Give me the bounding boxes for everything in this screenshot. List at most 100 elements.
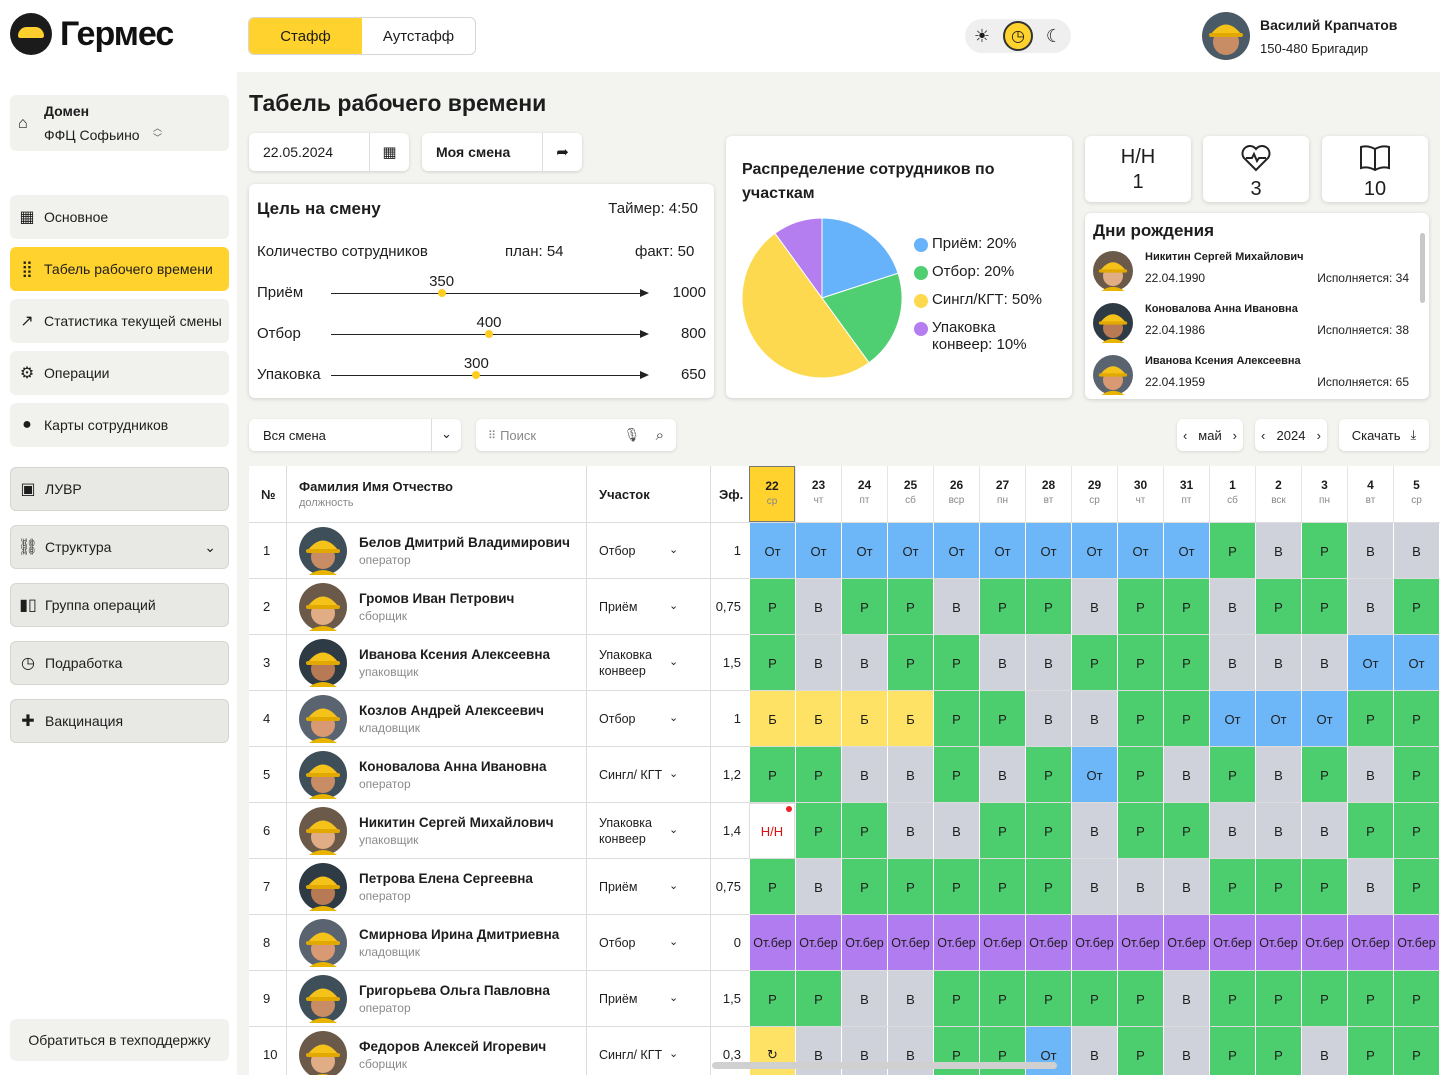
day-cell[interactable]: В <box>1163 747 1209 803</box>
day-cell[interactable]: В <box>795 635 841 691</box>
day-header[interactable]: 27 пн <box>979 466 1025 522</box>
day-cell[interactable]: От <box>887 523 933 579</box>
day-cell[interactable]: Р <box>1209 859 1255 915</box>
day-cell[interactable]: Р <box>841 803 887 859</box>
day-cell[interactable]: В <box>1071 579 1117 635</box>
day-cell[interactable]: Р <box>933 971 979 1027</box>
day-cell[interactable]: В <box>1117 859 1163 915</box>
day-cell[interactable]: Р <box>1255 1027 1301 1075</box>
day-cell[interactable]: Р <box>1393 1027 1439 1075</box>
employee-name[interactable]: Федоров Алексей Игоревич <box>359 1039 547 1054</box>
day-cell[interactable]: Р <box>1117 747 1163 803</box>
day-cell[interactable]: В <box>841 971 887 1027</box>
col-header-name[interactable]: Фамилия Имя Отчество должность <box>299 479 453 509</box>
day-cell[interactable]: В <box>1209 803 1255 859</box>
sidebar-item-luvr[interactable]: ▣ ЛУВР <box>10 467 229 511</box>
day-header[interactable]: 24 пт <box>841 466 887 522</box>
day-cell[interactable]: Р <box>1301 747 1347 803</box>
day-cell[interactable]: Р <box>1255 971 1301 1027</box>
day-cell[interactable]: От.бер <box>887 915 933 971</box>
area-select[interactable]: Отбор <box>599 712 636 726</box>
day-cell[interactable]: От.бер <box>1393 915 1439 971</box>
day-cell[interactable]: Р <box>887 579 933 635</box>
sidebar-item-operation-group[interactable]: ▮▯ Группа операций <box>10 583 229 627</box>
day-cell[interactable]: От <box>1163 523 1209 579</box>
day-cell[interactable]: Р <box>933 859 979 915</box>
table-row[interactable]: 9 Григорьева Ольга Павловна оператор Приём ⌄… <box>249 970 1440 1027</box>
day-cell[interactable]: От.бер <box>749 915 795 971</box>
day-cell[interactable]: Р <box>1393 747 1439 803</box>
day-cell[interactable]: Р <box>1393 971 1439 1027</box>
day-cell[interactable]: Р <box>841 859 887 915</box>
day-cell[interactable]: От.бер <box>1117 915 1163 971</box>
day-cell[interactable]: Р <box>1117 635 1163 691</box>
mic-icon[interactable]: 🎙 <box>623 427 640 442</box>
day-cell[interactable]: Р <box>1117 803 1163 859</box>
logo[interactable]: Гермес <box>10 13 174 55</box>
col-header-efficiency[interactable]: Эф. <box>719 486 744 502</box>
day-cell[interactable]: Р <box>1025 971 1071 1027</box>
table-row[interactable]: 6 Никитин Сергей Михайлович упаковщик Упако… <box>249 802 1440 859</box>
day-cell[interactable]: Б <box>795 691 841 747</box>
day-cell[interactable]: От <box>1071 747 1117 803</box>
day-header[interactable]: 26 вср <box>933 466 979 522</box>
birthday-item[interactable]: Коновалова Анна Ивановна 22.04.1986 Исполн… <box>1093 301 1413 345</box>
download-button[interactable]: Скачать ⤓ <box>1339 419 1429 451</box>
employee-name[interactable]: Козлов Андрей Алексеевич <box>359 703 545 718</box>
day-cell[interactable]: Р <box>1163 803 1209 859</box>
employee-name[interactable]: Белов Дмитрий Владимирович <box>359 535 570 550</box>
day-header[interactable]: 29 ср <box>1071 466 1117 522</box>
day-cell[interactable]: От <box>933 523 979 579</box>
day-cell[interactable]: Р <box>1393 579 1439 635</box>
table-row[interactable]: 2 Громов Иван Петрович сборщик Приём ⌄ 0,75 Р В… <box>249 578 1440 635</box>
day-cell[interactable]: В <box>1025 691 1071 747</box>
day-cell[interactable]: Р <box>749 635 795 691</box>
chevron-down-icon[interactable]: ⌄ <box>669 936 679 948</box>
my-shift-button[interactable]: Моя смена ➦ <box>422 133 582 171</box>
day-cell[interactable]: В <box>1255 747 1301 803</box>
chevron-left-icon[interactable]: ‹ <box>1261 427 1266 443</box>
day-cell[interactable]: В <box>1255 803 1301 859</box>
chevron-down-icon[interactable]: ⌄ <box>204 538 216 555</box>
day-cell[interactable]: Р <box>1301 579 1347 635</box>
search-box[interactable]: ⠿ Поиск 🎙 ⌕ <box>476 419 676 451</box>
day-cell[interactable]: В <box>1025 635 1071 691</box>
day-cell[interactable]: От.бер <box>841 915 887 971</box>
day-cell[interactable]: От <box>1025 523 1071 579</box>
day-cell[interactable]: Р <box>887 635 933 691</box>
day-cell[interactable]: В <box>795 579 841 635</box>
chevron-down-icon[interactable]: ⌄ <box>669 712 679 724</box>
domain-selector[interactable]: ⌂ Домен ФФЦ Софьино ︿ ﹀ <box>10 95 229 151</box>
day-cell[interactable]: В <box>887 971 933 1027</box>
day-cell[interactable]: Р <box>979 971 1025 1027</box>
day-cell[interactable]: Р <box>1025 803 1071 859</box>
day-cell[interactable]: В <box>1255 523 1301 579</box>
year-stepper[interactable]: ‹ 2024 › <box>1255 419 1327 451</box>
day-header[interactable]: 22 ср <box>749 466 795 522</box>
chevron-down-icon[interactable]: ⌄ <box>669 1048 679 1060</box>
area-select[interactable]: Сингл/ КГТ <box>599 1048 663 1062</box>
day-cell[interactable]: Р <box>1117 691 1163 747</box>
day-cell[interactable]: Р <box>749 971 795 1027</box>
day-cell[interactable]: Р <box>1025 747 1071 803</box>
day-cell[interactable]: От.бер <box>795 915 841 971</box>
chevron-down-icon[interactable]: ⌄ <box>669 600 679 612</box>
day-cell[interactable]: Р <box>979 691 1025 747</box>
day-cell[interactable]: В <box>1163 971 1209 1027</box>
day-cell[interactable]: Б <box>887 691 933 747</box>
day-cell[interactable]: В <box>841 747 887 803</box>
day-cell[interactable]: В <box>1071 803 1117 859</box>
day-cell[interactable]: Р <box>1255 579 1301 635</box>
table-row[interactable]: 8 Смирнова Ирина Дмитриевна кладовщик Отбор… <box>249 914 1440 971</box>
day-cell[interactable]: Р <box>1301 523 1347 579</box>
table-row[interactable]: 3 Иванова Ксения Алексеевна упаковщик Упако… <box>249 634 1440 691</box>
chevron-left-icon[interactable]: ‹ <box>1183 427 1188 443</box>
day-cell[interactable]: От <box>1209 691 1255 747</box>
day-cell[interactable]: Р <box>979 579 1025 635</box>
day-cell[interactable]: Р <box>1163 579 1209 635</box>
day-cell[interactable]: Р <box>1071 971 1117 1027</box>
day-header[interactable]: 28 вт <box>1025 466 1071 522</box>
day-cell[interactable]: В <box>933 579 979 635</box>
day-cell[interactable]: От.бер <box>933 915 979 971</box>
chevron-down-icon[interactable]: ⌄ <box>669 824 679 836</box>
